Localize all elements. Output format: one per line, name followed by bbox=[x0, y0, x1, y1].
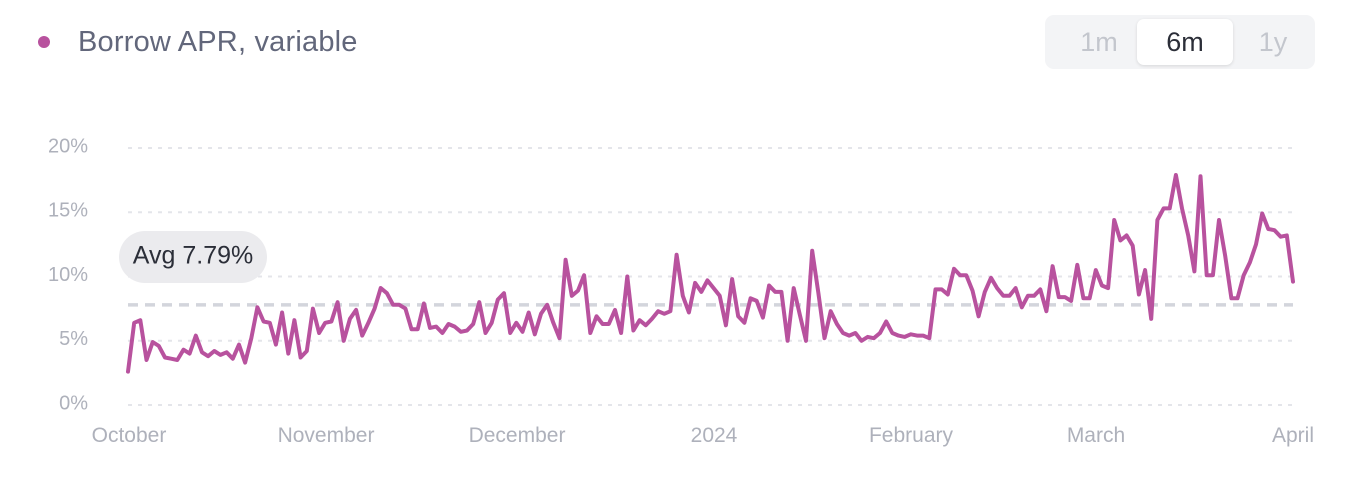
range-1m-button[interactable]: 1m bbox=[1080, 26, 1118, 57]
x-tick-label: October bbox=[92, 424, 167, 447]
x-tick-label: March bbox=[1067, 424, 1125, 447]
average-label-pill bbox=[119, 231, 267, 283]
y-tick-label: 10% bbox=[48, 264, 88, 286]
range-1y-button[interactable]: 1y bbox=[1258, 26, 1288, 57]
x-tick-label: April bbox=[1272, 424, 1314, 447]
y-tick-label: 0% bbox=[59, 392, 88, 414]
average-label: Avg 7.79% bbox=[133, 242, 253, 270]
y-tick-label: 5% bbox=[59, 328, 88, 350]
legend: Borrow APR, variable bbox=[38, 22, 358, 62]
y-tick-label: 15% bbox=[48, 200, 88, 222]
range-6m-button[interactable]: 6m bbox=[1137, 19, 1233, 65]
y-tick-label: 20% bbox=[48, 135, 88, 157]
x-tick-label: 2024 bbox=[691, 424, 738, 447]
x-tick-label: December bbox=[469, 424, 566, 447]
x-tick-label: February bbox=[869, 424, 954, 447]
legend-label: Borrow APR, variable bbox=[78, 25, 358, 58]
legend-dot-icon bbox=[38, 36, 50, 48]
x-tick-label: November bbox=[278, 424, 375, 447]
range-selector: 1m 6m 1y bbox=[1045, 15, 1315, 69]
series-line-borrow-apr bbox=[126, 173, 1295, 374]
